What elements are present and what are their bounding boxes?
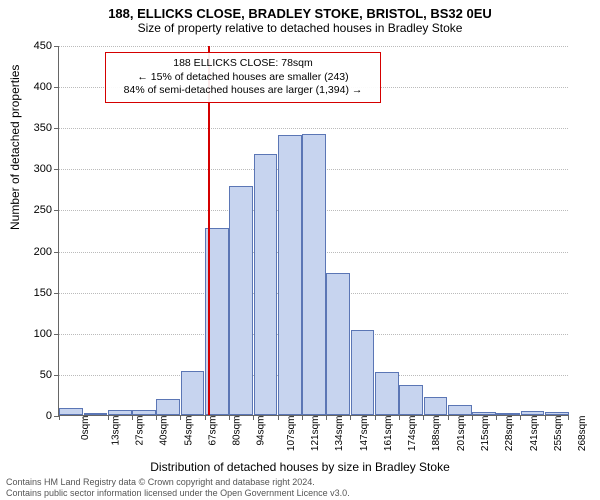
histogram-bar — [375, 372, 399, 415]
xtick-mark — [132, 415, 133, 420]
grid-line — [59, 46, 568, 47]
histogram-bar — [108, 410, 132, 415]
ytick-label: 250 — [22, 204, 52, 216]
histogram-bar — [302, 134, 326, 415]
ytick-label: 50 — [22, 369, 52, 381]
ytick-label: 150 — [22, 287, 52, 299]
ytick-label: 350 — [22, 122, 52, 134]
xtick-mark — [108, 415, 109, 420]
histogram-bar — [229, 186, 253, 415]
xtick-mark — [375, 415, 376, 420]
xtick-mark — [423, 415, 424, 420]
xtick-mark — [302, 415, 303, 420]
info-box-line-2: ← 15% of detached houses are smaller (24… — [112, 71, 374, 85]
ytick-mark — [54, 87, 59, 88]
histogram-bar — [521, 411, 545, 415]
ytick-mark — [54, 252, 59, 253]
ytick-mark — [54, 128, 59, 129]
xtick-label: 228sqm — [504, 416, 515, 452]
xtick-label: 121sqm — [310, 416, 321, 452]
histogram-bar — [472, 412, 496, 415]
xtick-label: 54sqm — [183, 416, 194, 446]
xtick-label: 241sqm — [529, 416, 540, 452]
xtick-mark — [520, 415, 521, 420]
footer-attribution: Contains HM Land Registry data © Crown c… — [6, 477, 350, 498]
page-subtitle: Size of property relative to detached ho… — [0, 21, 600, 35]
histogram-bar — [545, 412, 569, 415]
ytick-mark — [54, 210, 59, 211]
ytick-label: 200 — [22, 246, 52, 258]
xtick-mark — [83, 415, 84, 420]
histogram-bar — [399, 385, 423, 415]
histogram-bar — [496, 413, 520, 415]
ytick-label: 400 — [22, 81, 52, 93]
xtick-label: 0sqm — [80, 416, 91, 440]
histogram-bar — [448, 405, 472, 415]
xtick-label: 107sqm — [286, 416, 297, 452]
info-box-line-3: 84% of semi-detached houses are larger (… — [112, 84, 374, 98]
xtick-label: 80sqm — [232, 416, 243, 446]
info-box-line-1: 188 ELLICKS CLOSE: 78sqm — [112, 57, 374, 71]
ytick-label: 450 — [22, 40, 52, 52]
ytick-mark — [54, 334, 59, 335]
xtick-label: 255sqm — [553, 416, 564, 452]
xtick-mark — [496, 415, 497, 420]
xtick-label: 201sqm — [456, 416, 467, 452]
xtick-mark — [205, 415, 206, 420]
xtick-label: 215sqm — [480, 416, 491, 452]
xtick-mark — [156, 415, 157, 420]
xtick-mark — [278, 415, 279, 420]
x-axis-label: Distribution of detached houses by size … — [0, 460, 600, 474]
histogram-bar — [132, 410, 156, 415]
xtick-mark — [326, 415, 327, 420]
plot-area: 0501001502002503003504004500sqm13sqm27sq… — [58, 46, 568, 416]
ytick-mark — [54, 46, 59, 47]
xtick-label: 174sqm — [407, 416, 418, 452]
xtick-label: 268sqm — [577, 416, 588, 452]
xtick-label: 134sqm — [334, 416, 345, 452]
page-title: 188, ELLICKS CLOSE, BRADLEY STOKE, BRIST… — [0, 6, 600, 21]
xtick-mark — [448, 415, 449, 420]
xtick-mark — [253, 415, 254, 420]
xtick-mark — [472, 415, 473, 420]
xtick-label: 27sqm — [135, 416, 146, 446]
ytick-mark — [54, 375, 59, 376]
info-box: 188 ELLICKS CLOSE: 78sqm← 15% of detache… — [105, 52, 381, 103]
footer-line-1: Contains HM Land Registry data © Crown c… — [6, 477, 350, 487]
histogram-bar — [351, 330, 375, 415]
ytick-label: 300 — [22, 163, 52, 175]
histogram-bar — [156, 399, 180, 415]
histogram-bar — [84, 413, 108, 415]
xtick-label: 147sqm — [359, 416, 370, 452]
histogram-bar — [181, 371, 205, 415]
histogram-bar — [254, 154, 278, 415]
histogram-bar — [59, 408, 83, 415]
ytick-label: 100 — [22, 328, 52, 340]
y-axis-label: Number of detached properties — [8, 65, 22, 230]
xtick-mark — [229, 415, 230, 420]
xtick-label: 13sqm — [110, 416, 121, 446]
xtick-mark — [180, 415, 181, 420]
xtick-label: 67sqm — [207, 416, 218, 446]
ytick-mark — [54, 293, 59, 294]
histogram-bar — [326, 273, 350, 415]
xtick-mark — [399, 415, 400, 420]
xtick-mark — [350, 415, 351, 420]
ytick-mark — [54, 169, 59, 170]
grid-line — [59, 128, 568, 129]
xtick-mark — [545, 415, 546, 420]
ytick-label: 0 — [22, 410, 52, 422]
xtick-label: 188sqm — [432, 416, 443, 452]
xtick-mark — [568, 415, 569, 420]
histogram-bar — [278, 135, 302, 415]
xtick-label: 94sqm — [256, 416, 267, 446]
xtick-label: 40sqm — [159, 416, 170, 446]
histogram-bar — [424, 397, 448, 415]
chart-container: 0501001502002503003504004500sqm13sqm27sq… — [58, 46, 568, 416]
footer-line-2: Contains public sector information licen… — [6, 488, 350, 498]
xtick-mark — [59, 415, 60, 420]
xtick-label: 161sqm — [383, 416, 394, 452]
